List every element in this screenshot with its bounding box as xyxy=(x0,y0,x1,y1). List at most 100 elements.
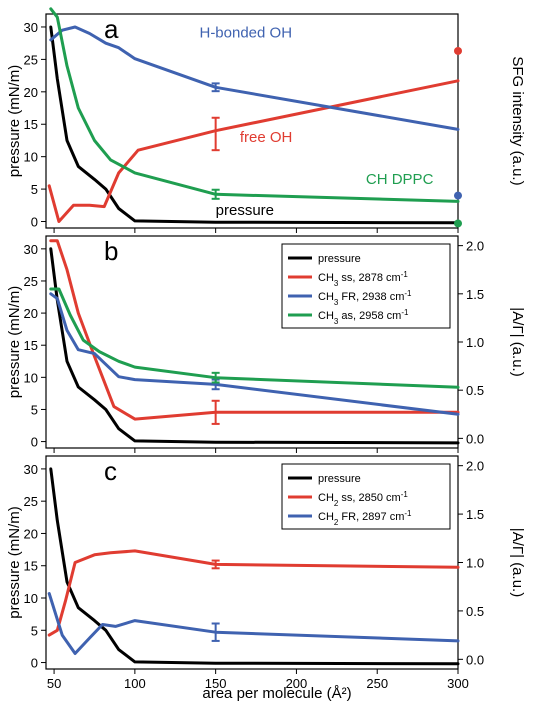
end-marker xyxy=(454,46,462,55)
left-tick-label: 25 xyxy=(24,494,38,509)
x-tick-label: 150 xyxy=(205,676,227,691)
left-tick-label: 25 xyxy=(24,52,38,67)
legend-entry: CH3 as, 2958 cm-1 xyxy=(318,308,409,326)
left-tick-label: 0 xyxy=(31,215,38,230)
series-line xyxy=(49,7,460,203)
left-tick-label: 20 xyxy=(24,306,38,321)
right-tick-label: 0.5 xyxy=(466,604,484,619)
series-annotation: pressure xyxy=(216,202,274,219)
series-line xyxy=(49,25,460,225)
legend-text-part: 3 xyxy=(334,279,339,288)
right-tick-label: 0.0 xyxy=(466,431,484,446)
legend-entry: pressure xyxy=(318,473,361,485)
left-tick-label: 30 xyxy=(24,242,38,257)
legend-text-part: -1 xyxy=(401,490,409,499)
series-annotation: free OH xyxy=(240,129,293,146)
left-tick-label: 5 xyxy=(31,623,38,638)
right-tick-label: 0.5 xyxy=(466,383,484,398)
legend-text-part: pressure xyxy=(318,253,361,265)
legend-text-part: CH xyxy=(318,310,334,322)
left-tick-label: 25 xyxy=(24,274,38,289)
series-line xyxy=(49,25,460,131)
right-tick-label: 1.5 xyxy=(466,287,484,302)
legend-text-part: CH xyxy=(318,272,334,284)
left-tick-label: 15 xyxy=(24,338,38,353)
legend-text-part: as, 2958 cm xyxy=(338,310,401,322)
series-line xyxy=(49,247,460,445)
left-tick-label: 15 xyxy=(24,559,38,574)
legend-text-part: FR, 2938 cm xyxy=(338,291,404,303)
legend-entry: pressure xyxy=(318,253,361,265)
legend-text-part: -1 xyxy=(401,308,409,317)
right-tick-label: 2.0 xyxy=(466,459,484,474)
legend-text-part: CH xyxy=(318,492,334,504)
series-line xyxy=(47,549,460,637)
left-tick-label: 5 xyxy=(31,402,38,417)
right-axis-label: |A/Γ| (a.u.) xyxy=(509,528,526,597)
legend-entry: CH2 ss, 2850 cm-1 xyxy=(318,490,408,508)
left-tick-label: 10 xyxy=(24,370,38,385)
legend-entry: CH2 FR, 2897 cm-1 xyxy=(318,509,412,527)
left-axis-label: pressure (mN/m) xyxy=(6,286,23,399)
left-tick-label: 30 xyxy=(24,462,38,477)
left-axis-label: pressure (mN/m) xyxy=(6,65,23,178)
x-axis-label: area per molecule (Å²) xyxy=(202,685,351,702)
legend-text-part: FR, 2897 cm xyxy=(338,511,404,523)
legend-text-part: pressure xyxy=(318,473,361,485)
left-tick-label: 20 xyxy=(24,85,38,100)
legend-text-part: -1 xyxy=(404,509,412,518)
legend-text-part: ss, 2850 cm xyxy=(338,492,400,504)
left-tick-label: 0 xyxy=(31,435,38,450)
x-tick-label: 300 xyxy=(447,676,469,691)
series-line xyxy=(47,592,460,655)
legend-text-part: -1 xyxy=(401,270,409,279)
legend-text-part: 2 xyxy=(334,499,339,508)
series-line xyxy=(47,79,460,223)
left-tick-label: 10 xyxy=(24,150,38,165)
series-line xyxy=(49,239,460,421)
end-marker xyxy=(454,219,462,228)
right-tick-label: 1.0 xyxy=(466,335,484,350)
left-tick-label: 0 xyxy=(31,656,38,671)
series-annotation: H-bonded OH xyxy=(199,24,292,41)
left-tick-label: 20 xyxy=(24,526,38,541)
panel-a: 0 5 10 15 20 25 30 pressure (mN/m) SFG intensity… xyxy=(6,7,526,233)
legend-text-part: CH xyxy=(318,291,334,303)
series-line xyxy=(49,292,460,416)
legend-text-part: ss, 2878 cm xyxy=(338,272,400,284)
legend-entry: CH3 ss, 2878 cm-1 xyxy=(318,270,408,288)
panel-c: 0 5 10 15 20 25 30 0.0 0.5 1.0 1.5 2.0 50 100 150 200 25… xyxy=(6,455,526,691)
right-tick-label: 1.5 xyxy=(466,507,484,522)
panel-letter: a xyxy=(104,14,119,44)
legend-text-part: 3 xyxy=(334,298,339,307)
series-annotation: CH DPPC xyxy=(366,171,434,188)
right-axis-label: |A/Γ| (a.u.) xyxy=(509,307,526,376)
x-tick-label: 250 xyxy=(366,676,388,691)
legend-text-part: 2 xyxy=(334,518,339,527)
panel-letter: b xyxy=(104,236,118,266)
end-marker xyxy=(454,191,462,200)
right-axis-label: SFG intensity (a.u.) xyxy=(509,56,526,185)
legend-text-part: -1 xyxy=(404,289,412,298)
legend-text-part: CH xyxy=(318,511,334,523)
series-line xyxy=(49,287,460,389)
legend-entry: CH3 FR, 2938 cm-1 xyxy=(318,289,412,307)
left-tick-label: 30 xyxy=(24,20,38,35)
right-tick-label: 1.0 xyxy=(466,556,484,571)
legend-text-part: 3 xyxy=(334,317,339,326)
panel-letter: c xyxy=(104,456,117,486)
right-tick-label: 0.0 xyxy=(466,652,484,667)
x-tick-label: 200 xyxy=(286,676,308,691)
panel-b: 0 5 10 15 20 25 30 0.0 0.5 1.0 1.5 2.0 pressure (mN/… xyxy=(6,235,526,453)
plot-frame xyxy=(45,13,459,229)
left-tick-label: 15 xyxy=(24,117,38,132)
x-tick-label: 100 xyxy=(124,676,146,691)
left-tick-label: 5 xyxy=(31,182,38,197)
left-axis-label: pressure (mN/m) xyxy=(6,506,23,619)
left-tick-label: 10 xyxy=(24,591,38,606)
x-tick-label: 50 xyxy=(47,676,61,691)
right-tick-label: 2.0 xyxy=(466,239,484,254)
